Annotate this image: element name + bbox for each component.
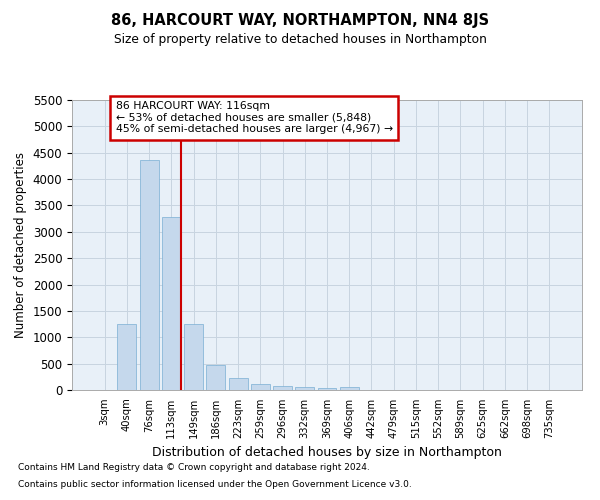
Bar — [140, 160, 158, 390]
Bar — [340, 387, 359, 390]
X-axis label: Distribution of detached houses by size in Northampton: Distribution of detached houses by size … — [152, 446, 502, 460]
Bar — [273, 386, 292, 390]
Y-axis label: Number of detached properties: Number of detached properties — [14, 152, 27, 338]
Bar — [184, 324, 203, 390]
Text: Contains HM Land Registry data © Crown copyright and database right 2024.: Contains HM Land Registry data © Crown c… — [18, 464, 370, 472]
Bar — [229, 378, 248, 390]
Bar — [206, 364, 225, 390]
Text: 86, HARCOURT WAY, NORTHAMPTON, NN4 8JS: 86, HARCOURT WAY, NORTHAMPTON, NN4 8JS — [111, 12, 489, 28]
Bar — [162, 216, 181, 390]
Text: Contains public sector information licensed under the Open Government Licence v3: Contains public sector information licen… — [18, 480, 412, 489]
Text: Size of property relative to detached houses in Northampton: Size of property relative to detached ho… — [113, 32, 487, 46]
Bar — [317, 388, 337, 390]
Bar — [295, 387, 314, 390]
Bar — [118, 324, 136, 390]
Bar — [251, 384, 270, 390]
Text: 86 HARCOURT WAY: 116sqm
← 53% of detached houses are smaller (5,848)
45% of semi: 86 HARCOURT WAY: 116sqm ← 53% of detache… — [116, 101, 393, 134]
